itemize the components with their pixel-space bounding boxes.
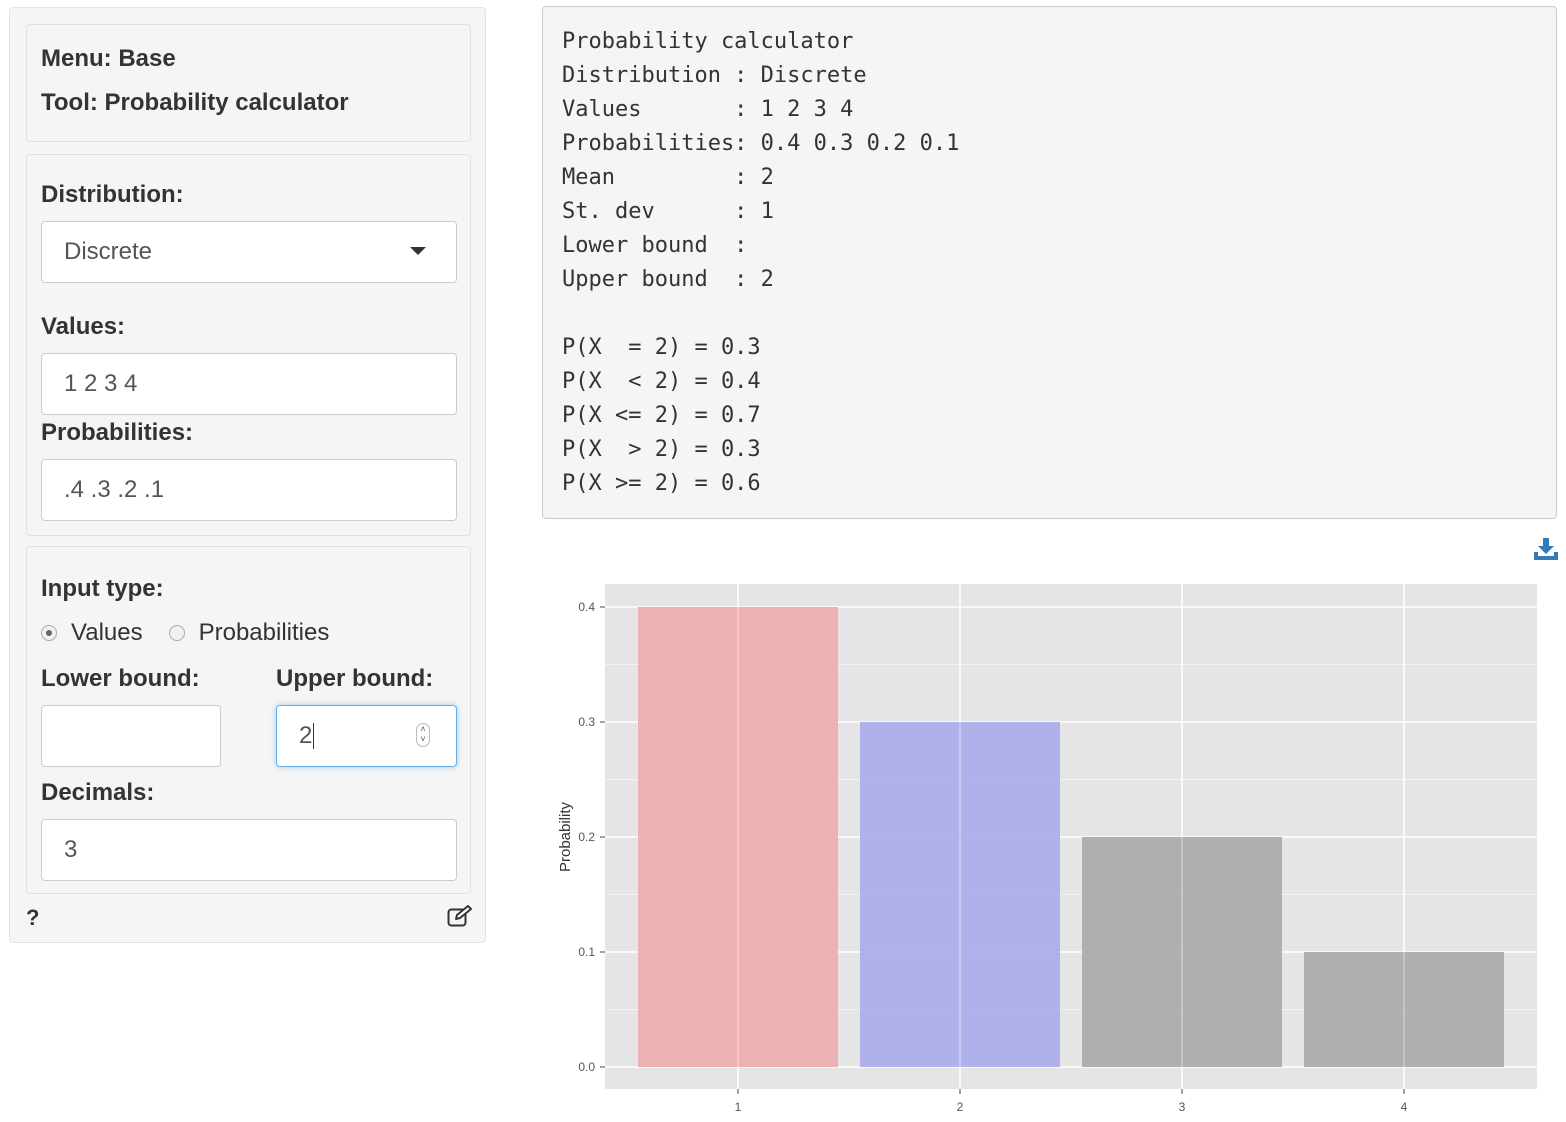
upper-bound-label: Upper bound: (276, 665, 434, 692)
decimals-input-text: 3 (64, 836, 78, 863)
summary-output: Probability calculator Distribution : Di… (562, 29, 960, 496)
lower-bound-label: Lower bound: (41, 665, 200, 692)
probabilities-input-text: .4 .3 .2 .1 (64, 476, 165, 503)
distribution-select[interactable]: Discrete (41, 221, 457, 283)
values-label: Values: (41, 313, 126, 340)
radio-probabilities[interactable] (168, 625, 185, 641)
radio-values[interactable] (41, 625, 57, 641)
distribution-value: Discrete (64, 238, 153, 265)
probability-bar-chart: 0.0 0.1 0.2 0.3 0.4 1 2 3 4 Probability (557, 584, 1537, 1114)
probabilities-input[interactable]: .4 .3 .2 .1 (41, 459, 457, 521)
x-tick-label: 2 (957, 1100, 964, 1114)
input-type-radio-group: Values Probabilities (41, 619, 329, 647)
bar-2 (860, 722, 1060, 1067)
upper-bound-input[interactable]: 2 ˄ ˅ (276, 705, 457, 767)
y-axis: 0.0 0.1 0.2 0.3 0.4 (578, 600, 605, 1074)
input-type-label: Input type: (41, 575, 164, 602)
bar-4 (1304, 952, 1504, 1067)
lower-bound-input[interactable] (41, 705, 221, 767)
tool-label: Tool: Probability calculator (41, 89, 349, 116)
caret-down-icon (410, 247, 426, 255)
y-tick-label: 0.0 (578, 1060, 595, 1074)
y-axis-label: Probability (557, 801, 574, 872)
x-tick-label: 3 (1179, 1100, 1186, 1114)
decimals-input[interactable]: 3 (41, 819, 457, 881)
bar-1 (638, 607, 838, 1067)
radio-values-label[interactable]: Values (71, 619, 143, 646)
probabilities-label: Probabilities: (41, 419, 194, 446)
x-axis: 1 2 3 4 (735, 1089, 1408, 1114)
bar-3 (1082, 837, 1282, 1067)
bars (638, 607, 1504, 1067)
values-input[interactable]: 1 2 3 4 (41, 353, 457, 415)
y-tick-label: 0.4 (578, 600, 595, 614)
distribution-panel: Distribution: Discrete Values: 1 2 3 4 P… (26, 154, 471, 536)
sidebar: Menu: Base Tool: Probability calculator … (9, 7, 486, 943)
help-icon[interactable]: ? (26, 905, 40, 930)
distribution-label: Distribution: (41, 181, 184, 208)
edit-icon[interactable] (447, 905, 473, 927)
x-tick-label: 1 (735, 1100, 742, 1114)
values-input-text: 1 2 3 4 (64, 370, 138, 397)
y-tick-label: 0.2 (578, 830, 595, 844)
upper-bound-input-text: 2 (299, 722, 313, 749)
output-panel: Probability calculator Distribution : Di… (542, 6, 1557, 519)
input-type-panel: Input type: Values Probabilities Lower b… (26, 546, 471, 894)
decimals-label: Decimals: (41, 779, 155, 806)
menu-label: Menu: Base (41, 45, 176, 72)
download-icon[interactable] (1533, 537, 1559, 561)
radio-probabilities-label[interactable]: Probabilities (198, 619, 330, 646)
text-cursor (313, 723, 315, 749)
y-tick-label: 0.3 (578, 715, 595, 729)
spinner-icon[interactable]: ˄ ˅ (416, 723, 430, 747)
menu-info-panel: Menu: Base Tool: Probability calculator (26, 24, 471, 142)
x-tick-label: 4 (1401, 1100, 1408, 1114)
y-tick-label: 0.1 (578, 945, 595, 959)
